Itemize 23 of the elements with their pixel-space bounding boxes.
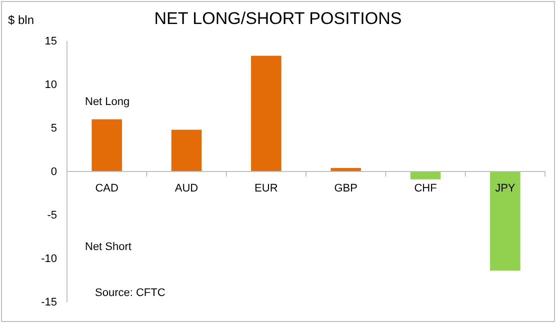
y-tick-label: -10 [41,253,57,266]
y-tick-label: 0 [50,166,57,178]
bar [171,130,202,172]
x-tick-label: EUR [254,182,278,194]
annotation: Source: CFTC [95,287,166,299]
x-tick-label: JPY [495,182,516,194]
y-tick-label: -5 [47,210,57,222]
bar [490,172,520,271]
x-tick-label: AUD [174,182,198,194]
x-tick-label: GBP [334,182,358,194]
y-tick-label: 15 [44,36,57,48]
x-tick-label: CHF [414,182,438,194]
bar [251,56,282,172]
annotation: Net Short [85,241,132,253]
y-tick-label: 10 [44,79,57,92]
x-tick-label: CAD [95,182,118,194]
y-axis-title: $ bln [8,13,34,27]
chart-title: NET LONG/SHORT POSITIONS [154,9,402,28]
bar [92,119,122,172]
annotation: Net Long [85,96,130,108]
y-tick-label: -15 [41,296,57,309]
bar [410,172,441,180]
y-tick-label: 5 [50,122,57,135]
